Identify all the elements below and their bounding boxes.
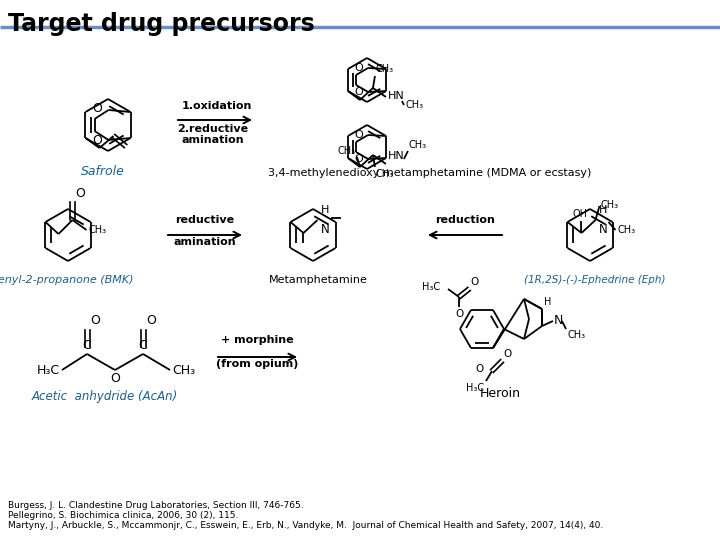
Text: CH₃: CH₃ [409, 140, 427, 150]
Text: CH₃: CH₃ [618, 225, 636, 235]
Text: OH: OH [573, 209, 588, 219]
Text: CH₃: CH₃ [89, 225, 107, 235]
Text: N: N [320, 223, 329, 236]
Text: O: O [146, 314, 156, 327]
Text: C: C [83, 339, 91, 352]
Text: HN: HN [388, 91, 405, 101]
Text: CH₃: CH₃ [567, 330, 585, 340]
Text: Target drug precursors: Target drug precursors [8, 12, 315, 36]
Text: O: O [503, 349, 511, 359]
Text: Heroin: Heroin [480, 387, 521, 400]
Text: CH₃: CH₃ [376, 64, 394, 74]
Text: Pellegrino, S. Biochimica clinica, 2006, 30 (2), 115.: Pellegrino, S. Biochimica clinica, 2006,… [8, 511, 238, 520]
Text: O: O [354, 63, 363, 73]
Text: CH₃: CH₃ [406, 100, 424, 110]
Text: CH₃: CH₃ [172, 363, 195, 376]
Text: N: N [554, 314, 563, 327]
Text: Burgess, J. L. Clandestine Drug Laboratories, Section III, 746-765.: Burgess, J. L. Clandestine Drug Laborato… [8, 501, 304, 510]
Text: Acetic  anhydride (AcAn): Acetic anhydride (AcAn) [32, 390, 178, 403]
Text: O: O [90, 314, 100, 327]
Text: O: O [455, 309, 463, 319]
Text: (from opium): (from opium) [216, 359, 298, 369]
Text: O: O [470, 277, 478, 287]
Text: O: O [93, 134, 102, 147]
Text: O: O [354, 154, 363, 164]
Text: amination: amination [174, 237, 236, 247]
Text: H: H [320, 205, 329, 215]
Text: H₃C: H₃C [466, 383, 484, 393]
Text: 1-Phenyl-2-propanone (BMK): 1-Phenyl-2-propanone (BMK) [0, 275, 133, 285]
Text: O: O [354, 87, 363, 97]
Text: O: O [354, 130, 363, 140]
Text: Safrole: Safrole [81, 165, 125, 178]
Text: N: N [598, 223, 607, 236]
Text: (1R,2S)-(-)-Ephedrine (Eph): (1R,2S)-(-)-Ephedrine (Eph) [524, 275, 666, 285]
Text: O: O [110, 372, 120, 385]
Text: Metamphetamine: Metamphetamine [269, 275, 367, 285]
Text: + morphine: + morphine [221, 335, 293, 345]
Text: H₃C: H₃C [422, 282, 440, 292]
Text: O: O [76, 187, 86, 200]
Text: 3,4-methylenedioxy metamphetamine (MDMA or ecstasy): 3,4-methylenedioxy metamphetamine (MDMA … [269, 168, 592, 178]
Text: H: H [598, 205, 607, 215]
Text: C: C [139, 339, 148, 352]
Text: H₃C: H₃C [37, 363, 60, 376]
Text: O: O [93, 103, 102, 116]
Text: HN: HN [388, 151, 405, 161]
Text: CH₃: CH₃ [376, 169, 394, 179]
Text: CH₃: CH₃ [338, 146, 356, 156]
Text: reductive: reductive [176, 215, 235, 225]
Text: 2.reductive: 2.reductive [177, 124, 248, 134]
Text: O: O [476, 364, 484, 374]
Text: H: H [544, 297, 552, 307]
Text: amination: amination [181, 135, 244, 145]
Text: reduction: reduction [435, 215, 495, 225]
Text: CH₃: CH₃ [600, 200, 618, 210]
Text: 1.oxidation: 1.oxidation [182, 101, 252, 111]
Text: Martyny, J., Arbuckle, S., Mccammonjr, C., Esswein, E., Erb, N., Vandyke, M.  Jo: Martyny, J., Arbuckle, S., Mccammonjr, C… [8, 521, 603, 530]
